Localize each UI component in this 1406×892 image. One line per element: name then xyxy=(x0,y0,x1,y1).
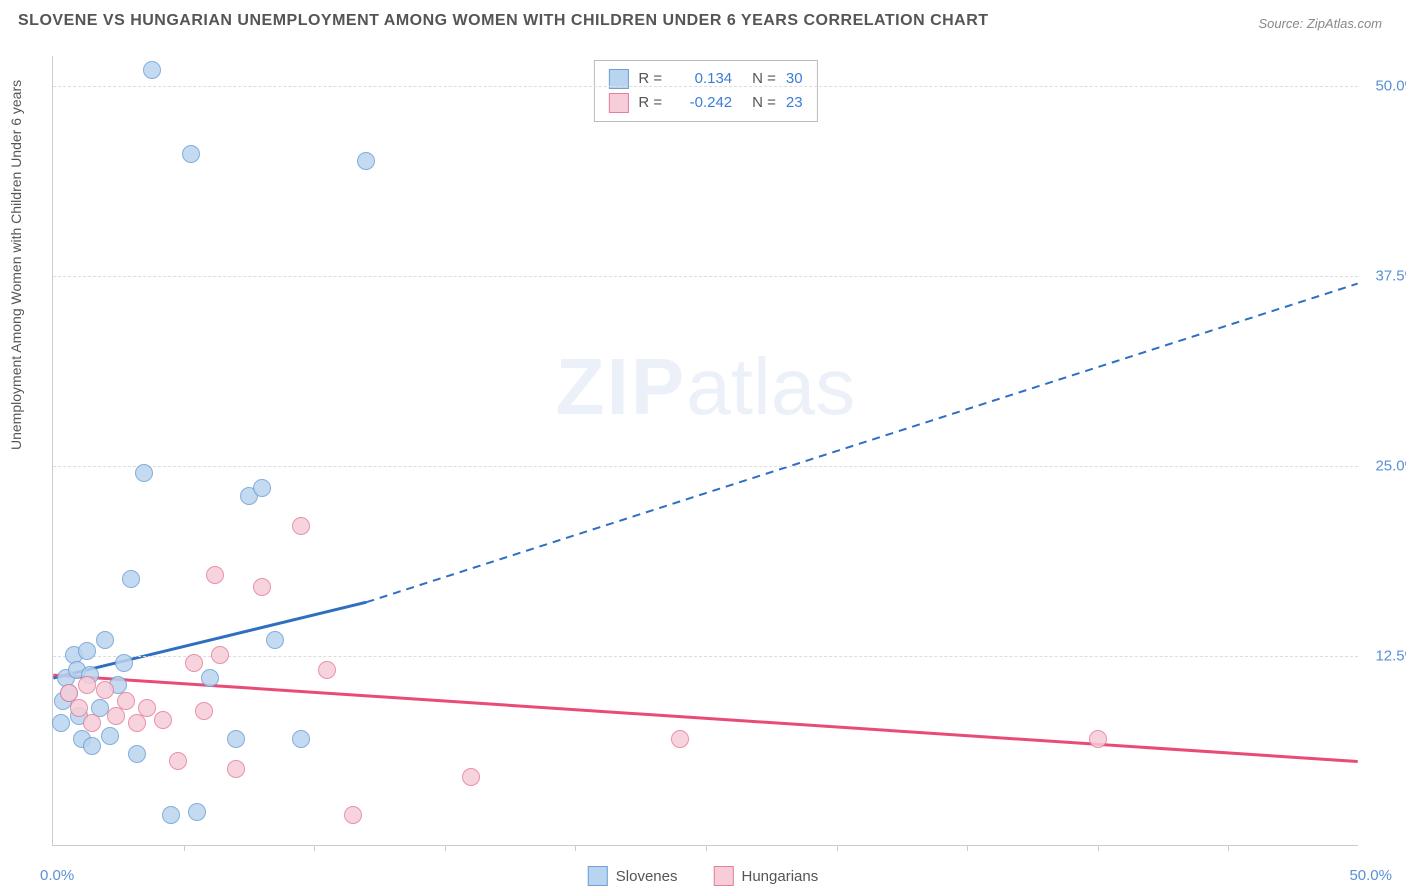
scatter-point xyxy=(227,760,245,778)
trend-line-dashed xyxy=(366,284,1357,603)
scatter-point xyxy=(266,631,284,649)
x-axis-max-label: 50.0% xyxy=(1349,867,1392,884)
scatter-point xyxy=(101,727,119,745)
y-tick-label: 37.5% xyxy=(1368,268,1406,285)
scatter-point xyxy=(292,730,310,748)
gridline xyxy=(53,276,1358,277)
source-label: Source: ZipAtlas.com xyxy=(1258,16,1382,31)
y-tick-label: 25.0% xyxy=(1368,458,1406,475)
scatter-point xyxy=(117,692,135,710)
scatter-point xyxy=(96,681,114,699)
scatter-point xyxy=(1089,730,1107,748)
trend-line-solid xyxy=(53,675,1357,761)
scatter-point xyxy=(96,631,114,649)
scatter-point xyxy=(211,646,229,664)
scatter-point xyxy=(318,661,336,679)
watermark-atlas: atlas xyxy=(686,342,855,431)
legend-series: Slovenes Hungarians xyxy=(588,866,818,886)
scatter-point xyxy=(70,699,88,717)
scatter-point xyxy=(78,676,96,694)
scatter-point xyxy=(201,669,219,687)
scatter-point xyxy=(253,578,271,596)
scatter-point xyxy=(206,566,224,584)
scatter-point xyxy=(292,517,310,535)
legend-series-item: Hungarians xyxy=(714,866,819,886)
y-axis-label: Unemployment Among Women with Children U… xyxy=(8,80,24,450)
legend-series-label: Hungarians xyxy=(742,868,819,885)
legend-swatch xyxy=(588,866,608,886)
gridline xyxy=(53,86,1358,87)
scatter-point xyxy=(154,711,172,729)
scatter-point xyxy=(83,737,101,755)
scatter-point xyxy=(357,152,375,170)
scatter-point xyxy=(83,714,101,732)
x-tick xyxy=(706,845,707,851)
y-tick-label: 12.5% xyxy=(1368,648,1406,665)
r-label: R = xyxy=(638,67,662,91)
scatter-point xyxy=(135,464,153,482)
scatter-point xyxy=(671,730,689,748)
y-tick-label: 50.0% xyxy=(1368,78,1406,95)
watermark: ZIPatlas xyxy=(556,341,855,433)
legend-correlation-row: R = -0.242 N = 23 xyxy=(608,91,802,115)
x-tick xyxy=(1228,845,1229,851)
gridline xyxy=(53,656,1358,657)
x-tick xyxy=(314,845,315,851)
scatter-point xyxy=(128,745,146,763)
watermark-zip: ZIP xyxy=(556,342,686,431)
scatter-point xyxy=(182,145,200,163)
chart-title: SLOVENE VS HUNGARIAN UNEMPLOYMENT AMONG … xyxy=(18,12,989,30)
scatter-point xyxy=(122,570,140,588)
scatter-point xyxy=(188,803,206,821)
x-tick xyxy=(967,845,968,851)
r-value: -0.242 xyxy=(672,91,732,115)
scatter-point xyxy=(107,707,125,725)
scatter-point xyxy=(195,702,213,720)
x-tick xyxy=(184,845,185,851)
r-value: 0.134 xyxy=(672,67,732,91)
scatter-point xyxy=(227,730,245,748)
scatter-point xyxy=(128,714,146,732)
legend-correlation-row: R = 0.134 N = 30 xyxy=(608,67,802,91)
chart-plot-area: ZIPatlas R =0.134N =30R =-0.242N =23 12.… xyxy=(52,56,1358,846)
scatter-point xyxy=(115,654,133,672)
n-label: N = xyxy=(752,91,776,115)
scatter-point xyxy=(344,806,362,824)
scatter-point xyxy=(185,654,203,672)
legend-series-label: Slovenes xyxy=(616,868,678,885)
legend-correlation-box: R = 0.134 N = 30 R = -0.242 N = 23 xyxy=(593,60,817,122)
x-tick xyxy=(1098,845,1099,851)
scatter-point xyxy=(138,699,156,717)
x-tick xyxy=(575,845,576,851)
r-label: R = xyxy=(638,91,662,115)
legend-swatch xyxy=(714,866,734,886)
scatter-point xyxy=(78,642,96,660)
x-tick xyxy=(445,845,446,851)
gridline xyxy=(53,466,1358,467)
scatter-point xyxy=(253,479,271,497)
x-tick xyxy=(837,845,838,851)
n-value: 30 xyxy=(786,67,803,91)
scatter-point xyxy=(162,806,180,824)
scatter-point xyxy=(169,752,187,770)
scatter-point xyxy=(462,768,480,786)
trend-lines-layer xyxy=(53,56,1358,845)
scatter-point xyxy=(52,714,70,732)
legend-swatch xyxy=(608,93,628,113)
legend-series-item: Slovenes xyxy=(588,866,678,886)
n-label: N = xyxy=(752,67,776,91)
x-axis-origin-label: 0.0% xyxy=(40,867,74,884)
scatter-point xyxy=(143,61,161,79)
n-value: 23 xyxy=(786,91,803,115)
